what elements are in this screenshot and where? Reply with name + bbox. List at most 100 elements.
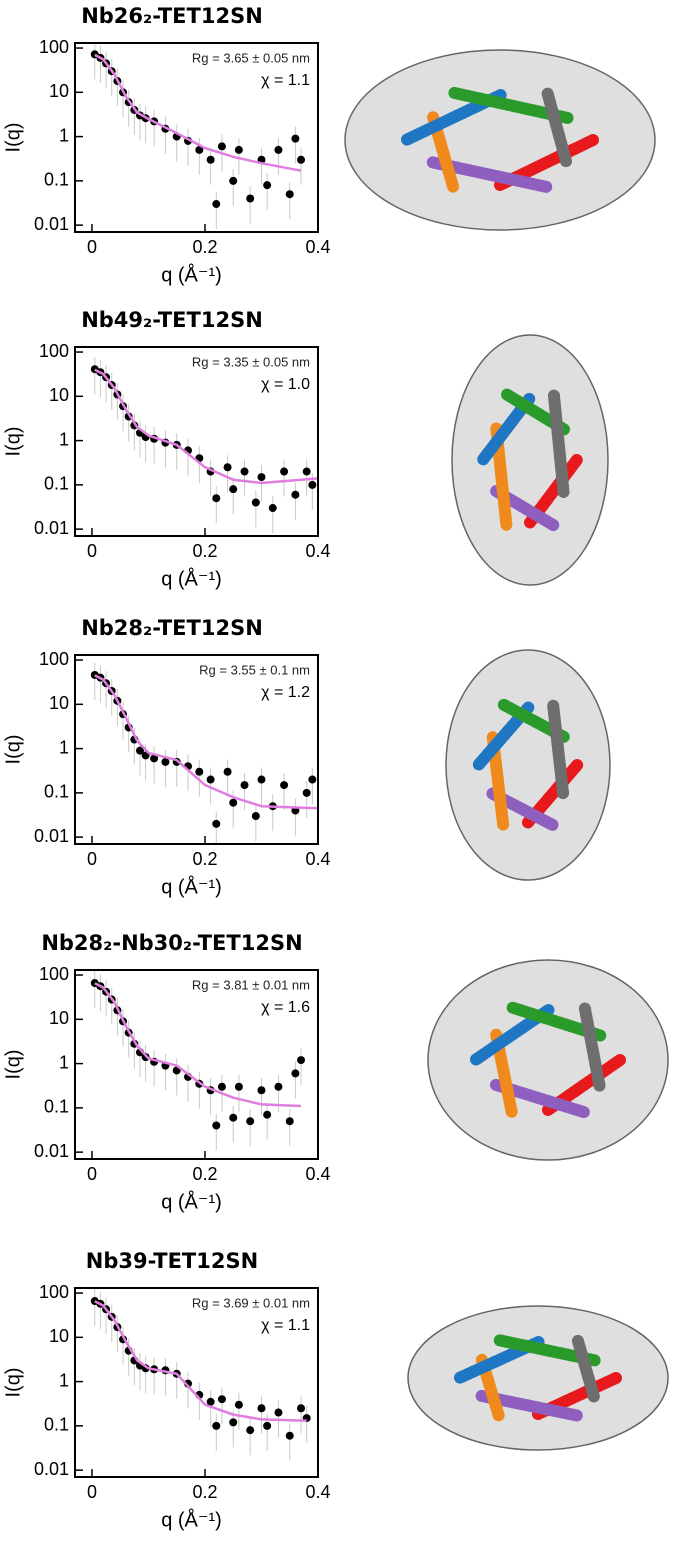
molecule-model — [407, 1305, 669, 1451]
chi-annotation: χ = 1.2 — [261, 684, 310, 701]
rg-annotation: Rg = 3.55 ± 0.1 nm — [199, 662, 310, 677]
plot-frame — [74, 42, 319, 233]
fit-line — [94, 368, 319, 485]
data-point — [285, 190, 294, 199]
y-tick-label: 1 — [59, 1370, 69, 1390]
y-axis-label: I(q) — [2, 427, 24, 457]
data-point — [240, 467, 249, 476]
data-point — [206, 1397, 215, 1406]
data-point — [274, 145, 283, 154]
y-axis-label: I(q) — [2, 1368, 24, 1398]
y-tick-label: 10 — [49, 81, 69, 101]
data-point — [217, 1395, 226, 1404]
x-axis-label: q (Å⁻¹) — [161, 263, 222, 286]
x-axis-label: q (Å⁻¹) — [161, 875, 222, 898]
y-tick-label: 1 — [59, 737, 69, 757]
y-tick-label: 0.1 — [44, 474, 69, 494]
data-point — [268, 504, 277, 513]
data-point — [246, 1117, 255, 1126]
x-tick-label: 0.4 — [305, 849, 330, 869]
data-point — [285, 1431, 294, 1440]
x-tick-label: 0.2 — [192, 541, 217, 561]
helix — [547, 699, 570, 801]
y-tick-label: 0.1 — [44, 170, 69, 190]
envelope — [451, 334, 609, 586]
y-tick-label: 100 — [39, 649, 69, 669]
data-point — [274, 1082, 283, 1091]
data-point — [217, 142, 226, 151]
envelope — [445, 649, 611, 881]
chart-title: Nb49₂-TET12SN — [81, 308, 263, 332]
data-point — [150, 754, 159, 763]
x-tick-label: 0 — [87, 849, 97, 869]
x-tick-label: 0.4 — [305, 541, 330, 561]
data-point — [206, 775, 215, 784]
data-point — [297, 1404, 306, 1413]
data-point — [291, 490, 300, 499]
data-point — [280, 467, 289, 476]
chart-title: Nb39-TET12SN — [86, 1249, 258, 1273]
x-tick-label: 0.4 — [305, 1164, 330, 1184]
fit-line — [94, 982, 302, 1108]
data-point — [229, 176, 238, 185]
data-point — [217, 1082, 226, 1091]
envelope — [427, 959, 669, 1161]
data-point — [206, 155, 215, 164]
y-axis-label: I(q) — [2, 123, 24, 153]
x-tick-label: 0.4 — [305, 1482, 330, 1502]
data-point — [257, 775, 266, 784]
helix — [571, 1334, 600, 1403]
y-tick-label: 10 — [49, 385, 69, 405]
data-point — [285, 1117, 294, 1126]
chi-annotation: χ = 1.0 — [261, 376, 310, 393]
data-point — [229, 1113, 238, 1122]
x-tick-label: 0.2 — [192, 1164, 217, 1184]
data-point — [229, 1418, 238, 1427]
data-point — [246, 194, 255, 203]
y-tick-label: 1 — [59, 1052, 69, 1072]
data-point — [280, 781, 289, 790]
chi-annotation: χ = 1.1 — [261, 72, 310, 89]
envelope — [407, 1305, 669, 1451]
molecule-model — [427, 959, 669, 1161]
x-axis-label: q (Å⁻¹) — [161, 1508, 222, 1531]
rg-annotation: Rg = 3.69 ± 0.01 nm — [192, 1295, 310, 1310]
helix — [578, 1002, 606, 1092]
y-tick-label: 100 — [39, 964, 69, 984]
data-point — [251, 812, 260, 821]
y-tick-label: 0.01 — [34, 1459, 69, 1479]
rg-annotation: Rg = 3.81 ± 0.01 nm — [192, 977, 310, 992]
data-point — [308, 480, 317, 489]
y-tick-label: 1 — [59, 429, 69, 449]
chi-annotation: χ = 1.1 — [261, 1317, 310, 1334]
chart-title: Nb28₂-TET12SN — [81, 616, 263, 640]
x-tick-label: 0 — [87, 237, 97, 257]
envelope — [344, 49, 656, 231]
y-axis-label: I(q) — [2, 1050, 24, 1080]
data-point — [195, 767, 204, 776]
data-point — [257, 1404, 266, 1413]
y-tick-label: 0.01 — [34, 214, 69, 234]
x-axis-label: q (Å⁻¹) — [161, 1190, 222, 1213]
x-tick-label: 0.2 — [192, 1482, 217, 1502]
x-tick-label: 0 — [87, 1482, 97, 1502]
chi-annotation: χ = 1.6 — [261, 999, 310, 1016]
rg-annotation: Rg = 3.65 ± 0.05 nm — [192, 50, 310, 65]
data-point — [263, 181, 272, 190]
y-tick-label: 0.1 — [44, 1097, 69, 1117]
helix — [547, 389, 570, 499]
data-point — [135, 746, 144, 755]
chart-title: Nb26₂-TET12SN — [81, 4, 263, 28]
data-point — [246, 1426, 255, 1435]
fit-line — [94, 1300, 307, 1423]
data-point — [234, 1082, 243, 1091]
x-tick-label: 0.2 — [192, 237, 217, 257]
data-point — [223, 463, 232, 472]
data-point — [212, 1121, 221, 1130]
molecule-model — [445, 649, 611, 881]
data-point — [212, 200, 221, 209]
data-point — [212, 1421, 221, 1430]
chart-title: Nb28₂-Nb30₂-TET12SN — [41, 931, 302, 955]
data-point — [251, 498, 260, 507]
